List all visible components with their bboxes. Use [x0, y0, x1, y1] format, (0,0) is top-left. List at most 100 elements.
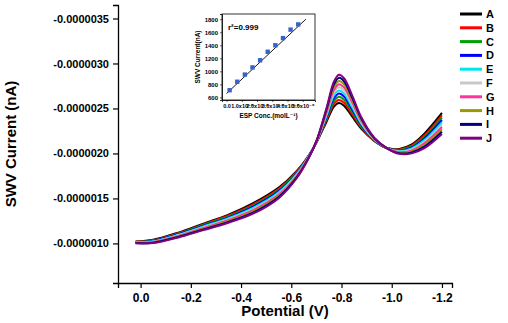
tick: 800: [208, 82, 222, 88]
point: [243, 72, 247, 76]
series-line: [136, 90, 442, 242]
inset-x-axis-title: ESP Conc.(molL⁻¹): [239, 112, 297, 120]
tick: 600: [208, 95, 222, 101]
tick-mark: [303, 100, 304, 102]
series-line: [136, 94, 442, 243]
tick-mark: [272, 100, 273, 102]
legend-item: H: [460, 105, 494, 117]
y-axis-title: SWV Current (nA): [2, 81, 19, 208]
legend-item: F: [460, 77, 493, 89]
legend-swatch: [460, 82, 482, 85]
tick: -0.0000025: [53, 102, 118, 114]
tick-mark: [113, 18, 118, 19]
legend-item: I: [460, 118, 489, 130]
legend-item: C: [460, 36, 494, 48]
legend-item: G: [460, 91, 495, 103]
tick: -1.2: [432, 283, 453, 305]
tick-label: -0.2: [181, 291, 202, 305]
tick: -0.0000030: [53, 57, 118, 69]
series-line: [136, 84, 442, 243]
legend-swatch: [460, 13, 482, 16]
annotation: r²=0.999: [228, 23, 259, 32]
tick-label: 5.0x10⁻⁶: [292, 103, 315, 109]
tick-mark: [113, 108, 118, 109]
series-line: [136, 87, 442, 242]
tick-label: 800: [208, 82, 219, 88]
tick-mark: [220, 97, 222, 98]
x-axis-title: Potential (V): [241, 302, 329, 319]
legend-swatch: [460, 123, 482, 126]
series-line: [136, 100, 442, 242]
tick-label: -0.0000025: [53, 102, 109, 114]
legend-item: E: [460, 63, 493, 75]
tick: -0.8: [332, 283, 353, 305]
legend-label: F: [486, 77, 493, 89]
tick: 0.0: [133, 283, 150, 305]
tick-label: 1800: [205, 17, 219, 23]
axis-line: [220, 15, 223, 101]
tick-mark: [220, 32, 222, 33]
chart: 0.0-0.2-0.4-0.6-0.8-1.0-1.2-0.0000010-0.…: [0, 0, 508, 323]
point: [227, 88, 231, 92]
axis-line: [119, 284, 453, 289]
legend-item: A: [460, 8, 494, 20]
tick-mark: [341, 283, 342, 288]
tick-label: 1600: [205, 30, 219, 36]
axis-line: [113, 6, 119, 284]
point: [250, 65, 254, 69]
tick: 1800: [205, 17, 222, 23]
tick: -0.0000010: [53, 237, 118, 249]
tick-mark: [220, 45, 222, 46]
inset-y-axis: 600 800 1000 1200 1400 1600 1800: [205, 15, 223, 101]
legend-label: I: [486, 118, 489, 130]
legend-label: D: [486, 49, 494, 61]
legend-label: C: [486, 36, 494, 48]
inset-plot-area: [227, 19, 306, 93]
tick-label: -0.8: [332, 291, 353, 305]
tick-mark: [220, 84, 222, 85]
tick-label: 1000: [205, 69, 219, 75]
legend-label: J: [486, 132, 492, 144]
tick: -0.0000020: [53, 147, 118, 159]
legend-item: B: [460, 22, 494, 34]
series-line: [136, 78, 442, 243]
tick-mark: [227, 100, 228, 102]
tick-mark: [220, 71, 222, 72]
tick: -1.0: [382, 283, 403, 305]
tick: -0.0000035: [53, 13, 118, 25]
tick-mark: [242, 100, 243, 102]
tick: -0.0000015: [53, 192, 118, 204]
legend-swatch: [460, 109, 482, 112]
tick-label: -0.0000020: [53, 147, 109, 159]
tick-mark: [442, 283, 443, 288]
tick-label: 0.0: [223, 103, 231, 109]
fit-line: [227, 19, 306, 93]
tick-mark: [220, 58, 222, 59]
y-axis: -0.0000010 -0.0000015 -0.0000020 -0.0000025…: [53, 6, 118, 284]
series-line: [136, 103, 442, 242]
tick-mark: [141, 283, 142, 288]
legend: ABCDEFGHIJ: [460, 8, 495, 144]
legend-item: D: [460, 49, 494, 61]
legend-label: E: [486, 63, 493, 75]
tick: 0.0: [223, 100, 231, 109]
tick: 1000: [205, 69, 222, 75]
series-line: [136, 81, 442, 243]
legend-swatch: [460, 95, 482, 98]
tick-mark: [113, 153, 118, 154]
tick-label: -0.0000030: [53, 57, 109, 69]
legend-swatch: [460, 68, 482, 71]
legend-item: J: [460, 132, 492, 144]
tick-mark: [113, 63, 118, 64]
tick-label: 1200: [205, 56, 219, 62]
legend-swatch: [460, 26, 482, 29]
tick: 1400: [205, 43, 222, 49]
tick-label: 1400: [205, 43, 219, 49]
tick-label: 600: [208, 95, 219, 101]
tick-mark: [291, 283, 292, 288]
point: [235, 80, 239, 84]
tick-label: -1.0: [382, 291, 403, 305]
point: [266, 50, 270, 54]
axis-line: [223, 101, 316, 103]
tick-label: -0.0000035: [53, 13, 109, 25]
